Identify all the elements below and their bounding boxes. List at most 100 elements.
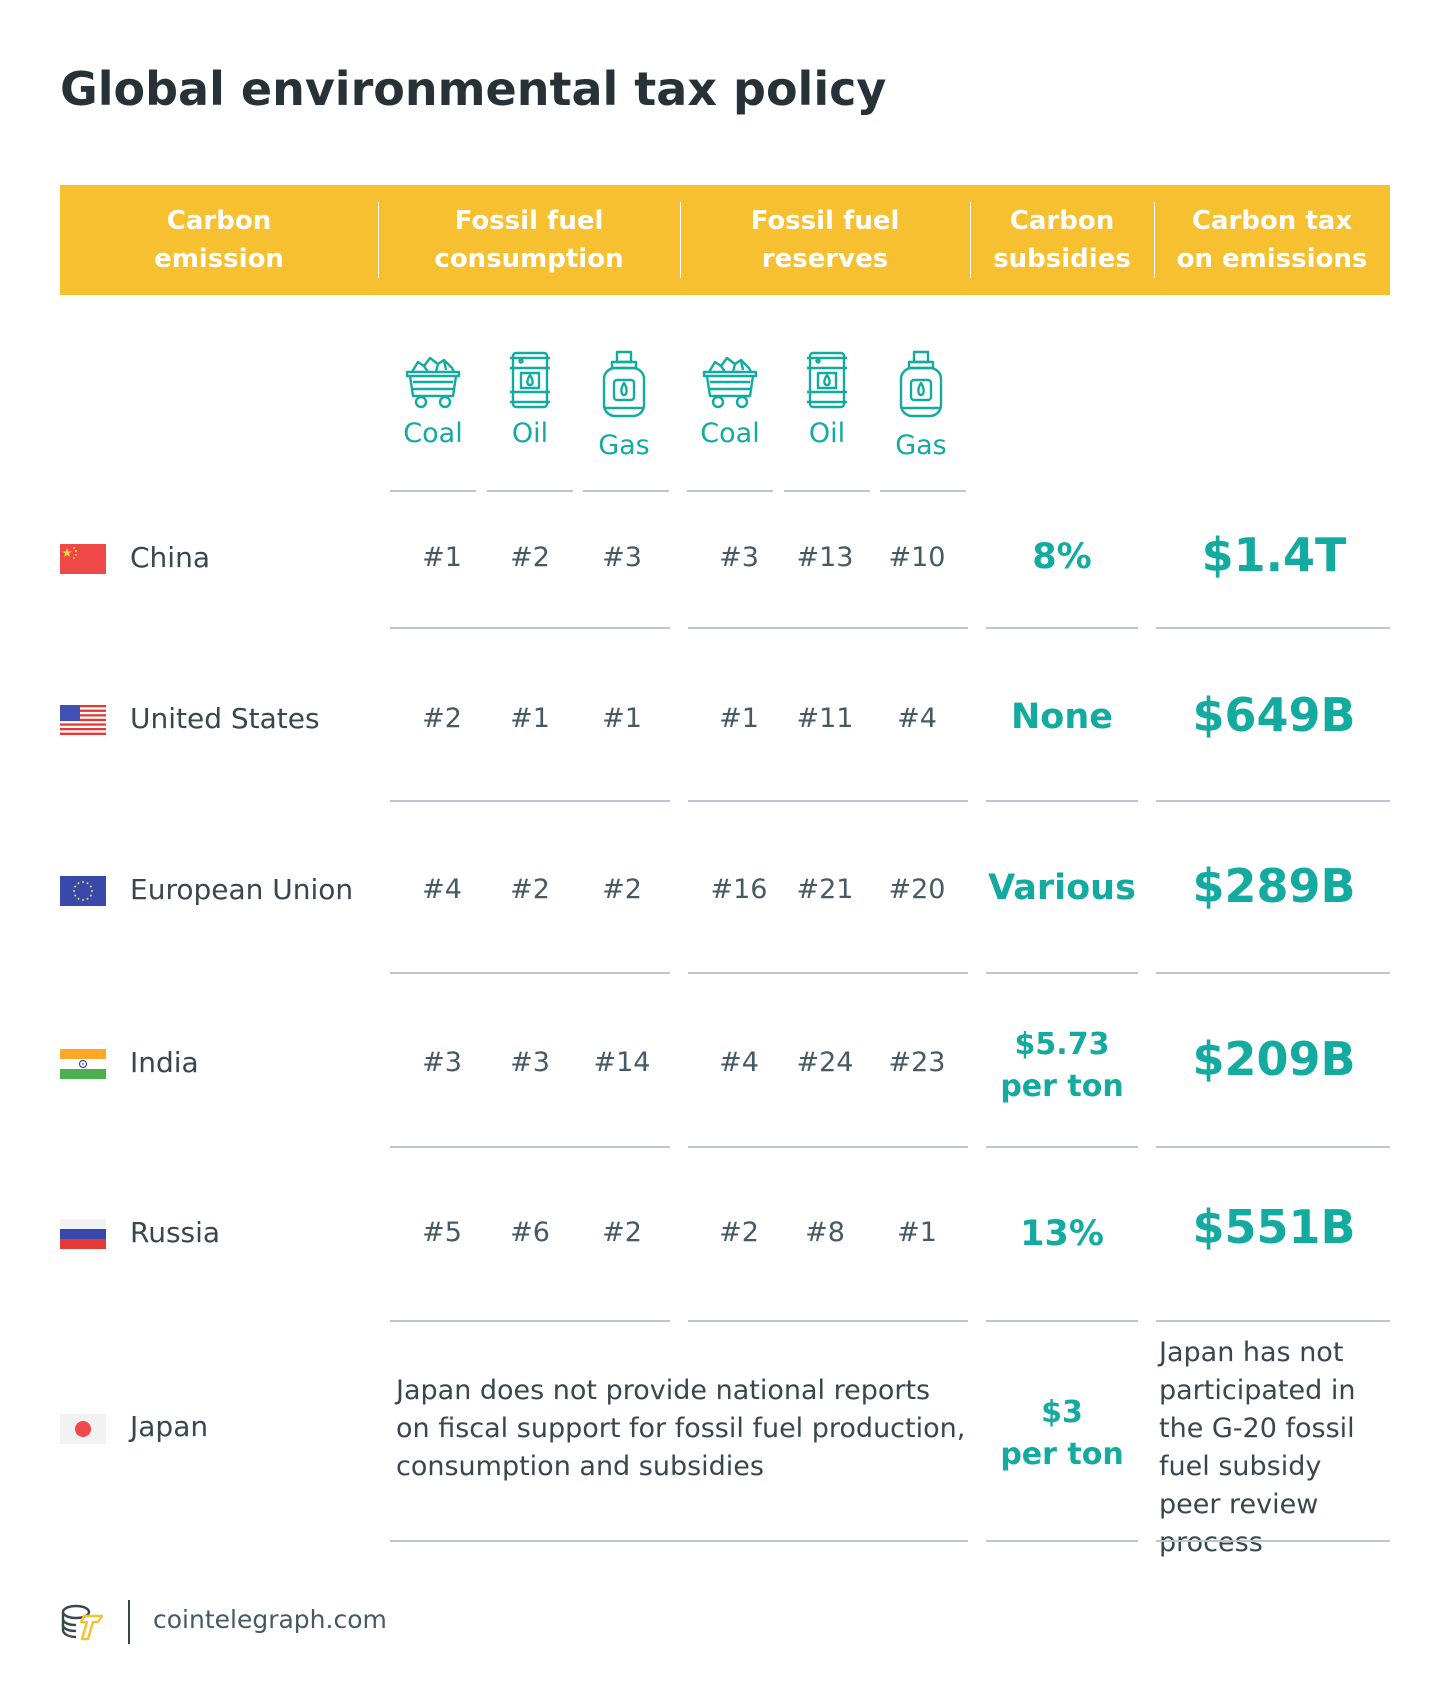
rank-reserves-gas: #10 xyxy=(888,542,946,573)
rank-reserves-oil: #13 xyxy=(796,542,854,573)
subheader-label: Coal xyxy=(403,418,463,449)
oil-barrel-icon xyxy=(807,351,847,409)
cointelegraph-logo-icon xyxy=(60,1603,106,1647)
gas-cylinder-icon xyxy=(899,350,943,418)
row-rule xyxy=(1156,1540,1390,1542)
rank-consumption-oil: #6 xyxy=(510,1217,550,1248)
eu-flag-icon xyxy=(60,876,106,906)
row-rule xyxy=(1156,800,1390,802)
india-flag-icon xyxy=(60,1049,106,1079)
rank-consumption-gas: #1 xyxy=(602,703,642,734)
table-header: Carbon emission Fossil fuel consumption … xyxy=(60,185,1390,295)
header-divider xyxy=(378,202,379,278)
rank-reserves-coal: #2 xyxy=(719,1217,759,1248)
rank-consumption-gas: #14 xyxy=(593,1047,651,1078)
header-carbon-subsidies: Carbon subsidies xyxy=(993,206,1131,274)
subheader-rule xyxy=(687,490,773,492)
row-rule xyxy=(1156,972,1390,974)
carbon-subsidy-value: Various xyxy=(988,868,1136,908)
gas-cylinder-icon xyxy=(602,350,646,418)
subheader-consumption-coal: Coal xyxy=(388,350,478,449)
subheader-rule xyxy=(880,490,966,492)
rank-reserves-coal: #1 xyxy=(719,703,759,734)
rank-consumption-gas: #2 xyxy=(602,874,642,905)
rank-reserves-oil: #8 xyxy=(805,1217,845,1248)
row-rule xyxy=(1156,1320,1390,1322)
rank-consumption-oil: #2 xyxy=(510,874,550,905)
row-rule xyxy=(688,1320,968,1322)
row-rule xyxy=(390,800,670,802)
rank-consumption-oil: #2 xyxy=(510,542,550,573)
rank-reserves-oil: #11 xyxy=(796,703,854,734)
subheader-label: Oil xyxy=(808,418,846,449)
rank-consumption-coal: #4 xyxy=(422,874,462,905)
country-name: India xyxy=(130,1046,199,1079)
footer-site-link[interactable]: cointelegraph.com xyxy=(153,1605,387,1634)
carbon-subsidy-value: 8% xyxy=(1032,537,1092,577)
row-rule xyxy=(688,972,968,974)
row-rule xyxy=(1156,627,1390,629)
rank-consumption-gas: #3 xyxy=(602,542,642,573)
row-rule xyxy=(390,1540,968,1542)
rank-reserves-gas: #20 xyxy=(888,874,946,905)
carbon-tax-value: $209B xyxy=(1192,1032,1356,1086)
country-name: Japan xyxy=(130,1410,209,1443)
header-fossil-consumption: Fossil fuel consumption xyxy=(434,206,624,274)
row-rule xyxy=(688,627,968,629)
row-rule xyxy=(390,1146,670,1148)
rank-consumption-coal: #5 xyxy=(422,1217,462,1248)
footer-divider xyxy=(128,1600,130,1644)
rank-reserves-coal: #4 xyxy=(719,1047,759,1078)
rank-consumption-coal: #1 xyxy=(422,542,462,573)
subheader-consumption-oil: Oil xyxy=(485,350,575,449)
japan-fiscal-note: Japan does not provide national reports … xyxy=(396,1375,966,1482)
row-rule xyxy=(390,1320,670,1322)
coal-cart-icon xyxy=(405,356,461,409)
china-flag-icon xyxy=(60,544,106,574)
subheader-reserves-oil: Oil xyxy=(782,350,872,449)
rank-consumption-coal: #2 xyxy=(422,703,462,734)
rank-reserves-oil: #21 xyxy=(796,874,854,905)
country-name: European Union xyxy=(130,873,354,906)
carbon-subsidy-value: $5.73 per ton xyxy=(1000,1027,1124,1104)
rank-reserves-gas: #1 xyxy=(897,1217,937,1248)
country-name: China xyxy=(130,541,210,574)
russia-flag-icon xyxy=(60,1219,106,1249)
row-rule xyxy=(986,1146,1138,1148)
usa-flag-icon xyxy=(60,705,106,735)
carbon-subsidy-value: None xyxy=(1011,697,1113,737)
row-rule xyxy=(688,800,968,802)
subheader-rule xyxy=(784,490,870,492)
rank-consumption-gas: #2 xyxy=(602,1217,642,1248)
rank-reserves-oil: #24 xyxy=(796,1047,854,1078)
subheader-reserves-coal: Coal xyxy=(685,350,775,449)
country-name: United States xyxy=(130,702,320,735)
subheader-reserves-gas: Gas xyxy=(876,350,966,461)
row-rule xyxy=(986,800,1138,802)
subheader-rule xyxy=(583,490,669,492)
rank-consumption-coal: #3 xyxy=(422,1047,462,1078)
header-fossil-reserves: Fossil fuel reserves xyxy=(750,206,900,274)
subheader-rule xyxy=(390,490,476,492)
carbon-subsidy-value: 13% xyxy=(1020,1214,1104,1254)
row-rule xyxy=(688,1146,968,1148)
carbon-tax-value: $289B xyxy=(1192,859,1356,913)
subheader-label: Gas xyxy=(598,430,650,461)
rank-consumption-oil: #3 xyxy=(510,1047,550,1078)
header-carbon-tax: Carbon tax on emissions xyxy=(1176,206,1368,274)
header-carbon-emission: Carbon emission xyxy=(154,206,284,274)
carbon-tax-value: $1.4T xyxy=(1201,528,1347,582)
row-rule xyxy=(986,972,1138,974)
rank-consumption-oil: #1 xyxy=(510,703,550,734)
japan-flag-icon xyxy=(60,1414,106,1444)
subheader-label: Oil xyxy=(511,418,549,449)
row-rule xyxy=(986,1320,1138,1322)
header-divider xyxy=(970,202,971,278)
carbon-tax-value: $551B xyxy=(1192,1200,1356,1254)
rank-reserves-coal: #3 xyxy=(719,542,759,573)
subheader-rule xyxy=(487,490,573,492)
country-name: Russia xyxy=(130,1216,221,1249)
header-divider xyxy=(1154,202,1155,278)
row-rule xyxy=(986,627,1138,629)
carbon-tax-value: $649B xyxy=(1192,688,1356,742)
